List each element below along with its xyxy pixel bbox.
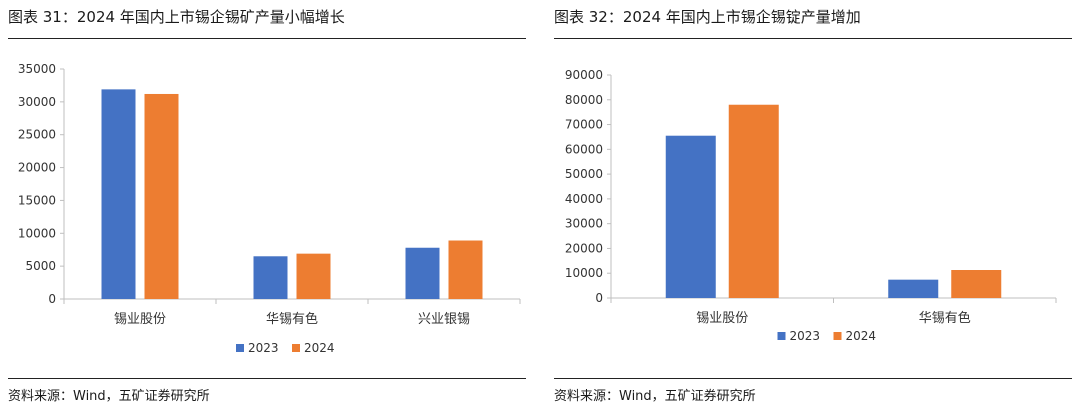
x-tick-label: 锡业股份 [114, 312, 166, 327]
source-rule [554, 378, 1072, 379]
legend-label-2023: 2023 [248, 341, 279, 355]
bar-2024-2 [951, 270, 1002, 298]
y-tick-label: 30000 [18, 95, 56, 109]
y-tick-label: 30000 [565, 217, 603, 231]
y-tick-label: 0 [48, 292, 56, 306]
y-tick-label: 10000 [18, 226, 56, 240]
y-tick-label: 0 [595, 291, 603, 305]
legend-swatch-2024 [292, 344, 300, 352]
y-tick-label: 40000 [565, 192, 603, 206]
source-rule [8, 378, 526, 379]
legend-swatch-2023 [236, 344, 244, 352]
bar-chart-right: 0 10000 20000 30000 40000 50000 60000 70000 8000… [565, 68, 1057, 343]
title-rule [554, 38, 1072, 39]
bar-2024-1 [728, 104, 779, 298]
y-tick-label: 10000 [565, 266, 603, 280]
chart-title: 图表 32：2024 年国内上市锡企锡锭产量增加 [554, 8, 861, 26]
title-rule [8, 38, 526, 39]
y-tick-label: 25000 [18, 128, 56, 142]
chart-title: 图表 31：2024 年国内上市锡企锡矿产量小幅增长 [8, 8, 345, 26]
y-tick-label: 35000 [18, 62, 56, 76]
y-tick-label: 5000 [25, 259, 56, 273]
bar-2024-1 [144, 93, 179, 299]
chart-panel-left: 图表 31：2024 年国内上市锡企锡矿产量小幅增长 0 5000 10000 150… [8, 0, 526, 409]
legend-label-2024: 2024 [846, 329, 877, 343]
legend-label-2024: 2024 [304, 341, 335, 355]
y-tick-label: 70000 [565, 118, 603, 132]
legend-swatch-2023 [777, 332, 786, 340]
bar-2023-2 [253, 256, 288, 299]
bar-2024-3 [448, 240, 483, 299]
source-note: 资料来源：Wind，五矿证券研究所 [8, 389, 210, 404]
x-tick-label: 锡业股份 [696, 311, 748, 326]
y-tick-label: 20000 [565, 241, 603, 255]
bar-2023-2 [888, 279, 939, 298]
source-note: 资料来源：Wind，五矿证券研究所 [554, 389, 756, 404]
x-tick-label: 兴业银锡 [418, 312, 470, 327]
bar-2023-3 [405, 247, 440, 299]
chart-panel-right: 图表 32：2024 年国内上市锡企锡锭产量增加 0 10000 20000 3000… [554, 0, 1072, 409]
bar-2024-2 [296, 253, 331, 299]
y-tick-label: 50000 [565, 167, 603, 181]
y-tick-label: 60000 [565, 142, 603, 156]
x-tick-label: 华锡有色 [919, 310, 971, 326]
legend-swatch-2024 [833, 332, 842, 340]
y-tick-label: 15000 [18, 193, 56, 207]
bar-chart-left: 0 5000 10000 15000 20000 25000 30000 35000 锡业股份 华… [18, 62, 521, 355]
y-tick-label: 20000 [18, 161, 56, 175]
bar-2023-1 [665, 135, 716, 298]
bar-2023-1 [101, 89, 136, 299]
y-tick-label: 90000 [565, 68, 603, 82]
x-tick-label: 华锡有色 [266, 311, 318, 327]
legend-label-2023: 2023 [790, 329, 821, 343]
y-tick-label: 80000 [565, 93, 603, 107]
